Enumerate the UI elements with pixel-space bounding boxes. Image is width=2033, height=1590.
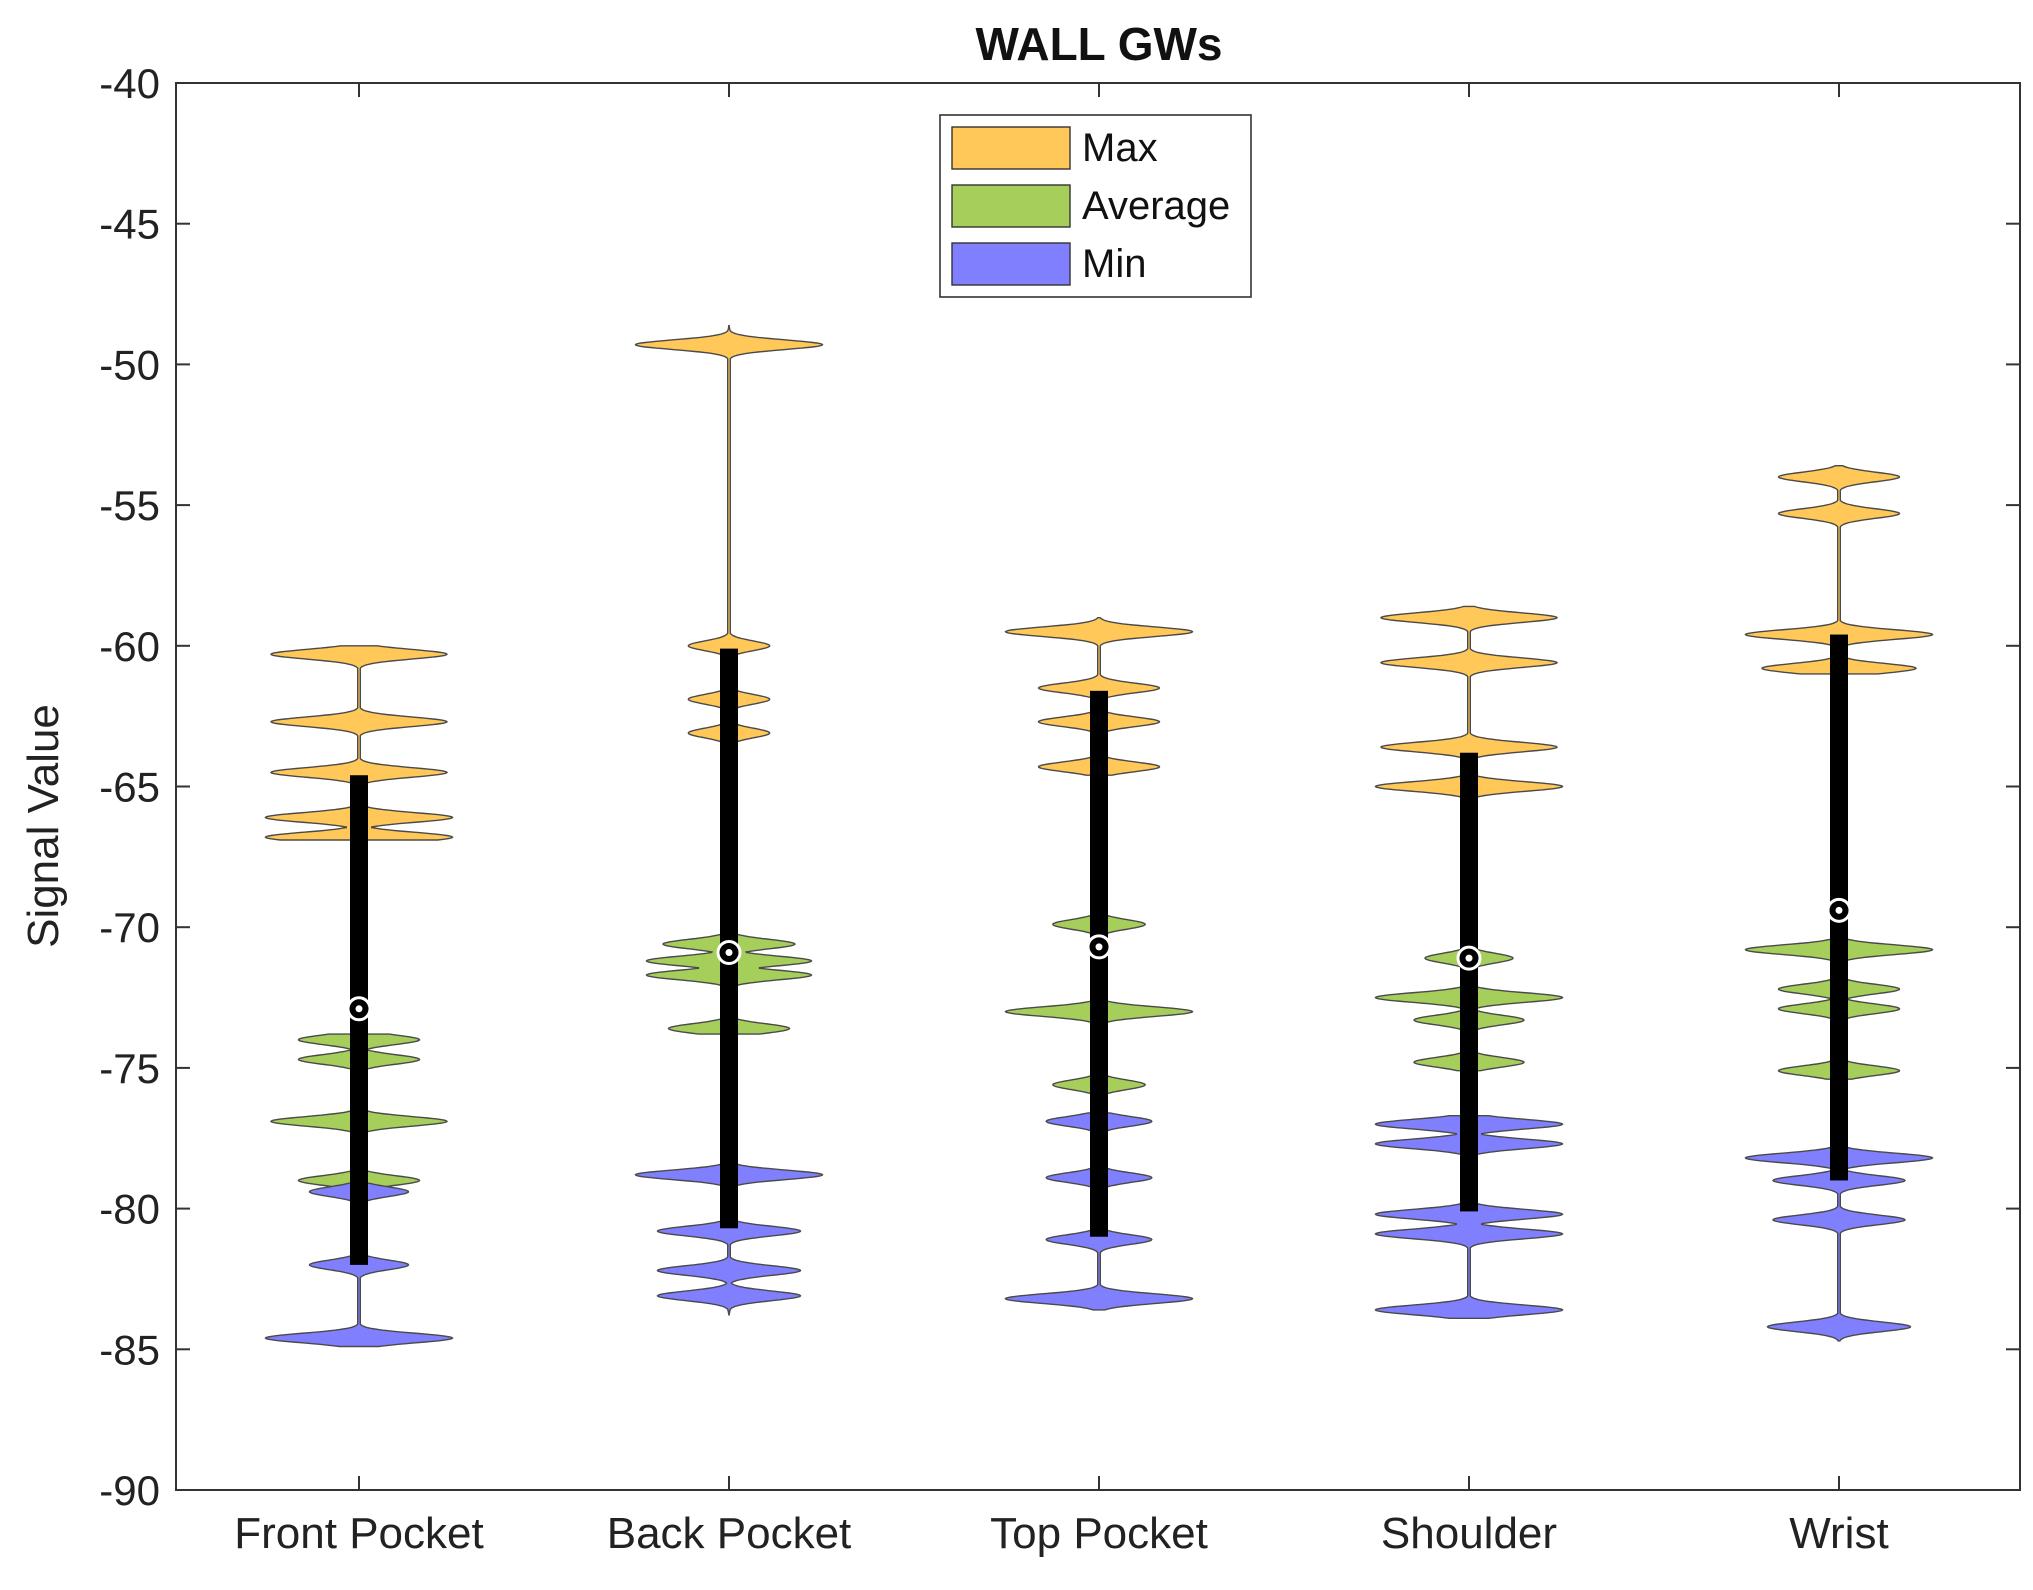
- legend: Max Average Min: [939, 114, 1252, 298]
- iqr-bar: [720, 648, 738, 1229]
- iqr-bar: [1090, 690, 1108, 1237]
- violin-min-shoulder: [1374, 1115, 1564, 1319]
- plot-area: -40 -45 -50 -55 -60 -65 -70 -75 -80 -85 -90 Front P…: [99, 60, 2021, 1558]
- x-tick-label: Back Pocket: [607, 1509, 852, 1558]
- median-dot: [355, 1005, 363, 1013]
- legend-swatch: [951, 126, 1071, 170]
- legend-swatch: [951, 184, 1071, 228]
- y-tick-label: -45: [99, 201, 160, 248]
- y-tick-label: -70: [99, 904, 160, 951]
- y-tick-label: -40: [99, 60, 160, 107]
- x-tick-label: Wrist: [1789, 1509, 1888, 1558]
- legend-label: Max: [1082, 126, 1158, 170]
- y-tick-label: -65: [99, 764, 160, 811]
- violin-max-wrist: [1744, 465, 1934, 675]
- y-tick-label: -60: [99, 623, 160, 670]
- x-tick-label: Top Pocket: [990, 1509, 1208, 1558]
- y-tick-label: -75: [99, 1045, 160, 1092]
- violin-max-shoulder: [1374, 605, 1564, 799]
- y-axis-label: Signal Value: [19, 704, 68, 948]
- y-tick-label: -85: [99, 1326, 160, 1373]
- legend-label: Min: [1082, 242, 1146, 286]
- median-dot: [1835, 906, 1843, 914]
- median-dot: [1465, 954, 1473, 962]
- median-dot: [1095, 943, 1103, 951]
- y-tick-label: -90: [99, 1467, 160, 1514]
- x-tick-label: Shoulder: [1381, 1509, 1557, 1558]
- chart-title: WALL GWs: [975, 18, 1222, 70]
- median-dot: [725, 949, 733, 957]
- legend-label: Average: [1082, 184, 1230, 228]
- violin-max-front-pocket: [264, 645, 454, 841]
- violin-max-back-pocket: [634, 324, 824, 743]
- x-tick-label: Front Pocket: [234, 1509, 483, 1558]
- legend-swatch: [951, 242, 1071, 286]
- violin-min-front-pocket: [264, 1182, 454, 1348]
- y-tick-label: -55: [99, 482, 160, 529]
- iqr-bar: [1460, 752, 1478, 1212]
- y-tick-label: -50: [99, 341, 160, 388]
- y-tick-label: -80: [99, 1186, 160, 1233]
